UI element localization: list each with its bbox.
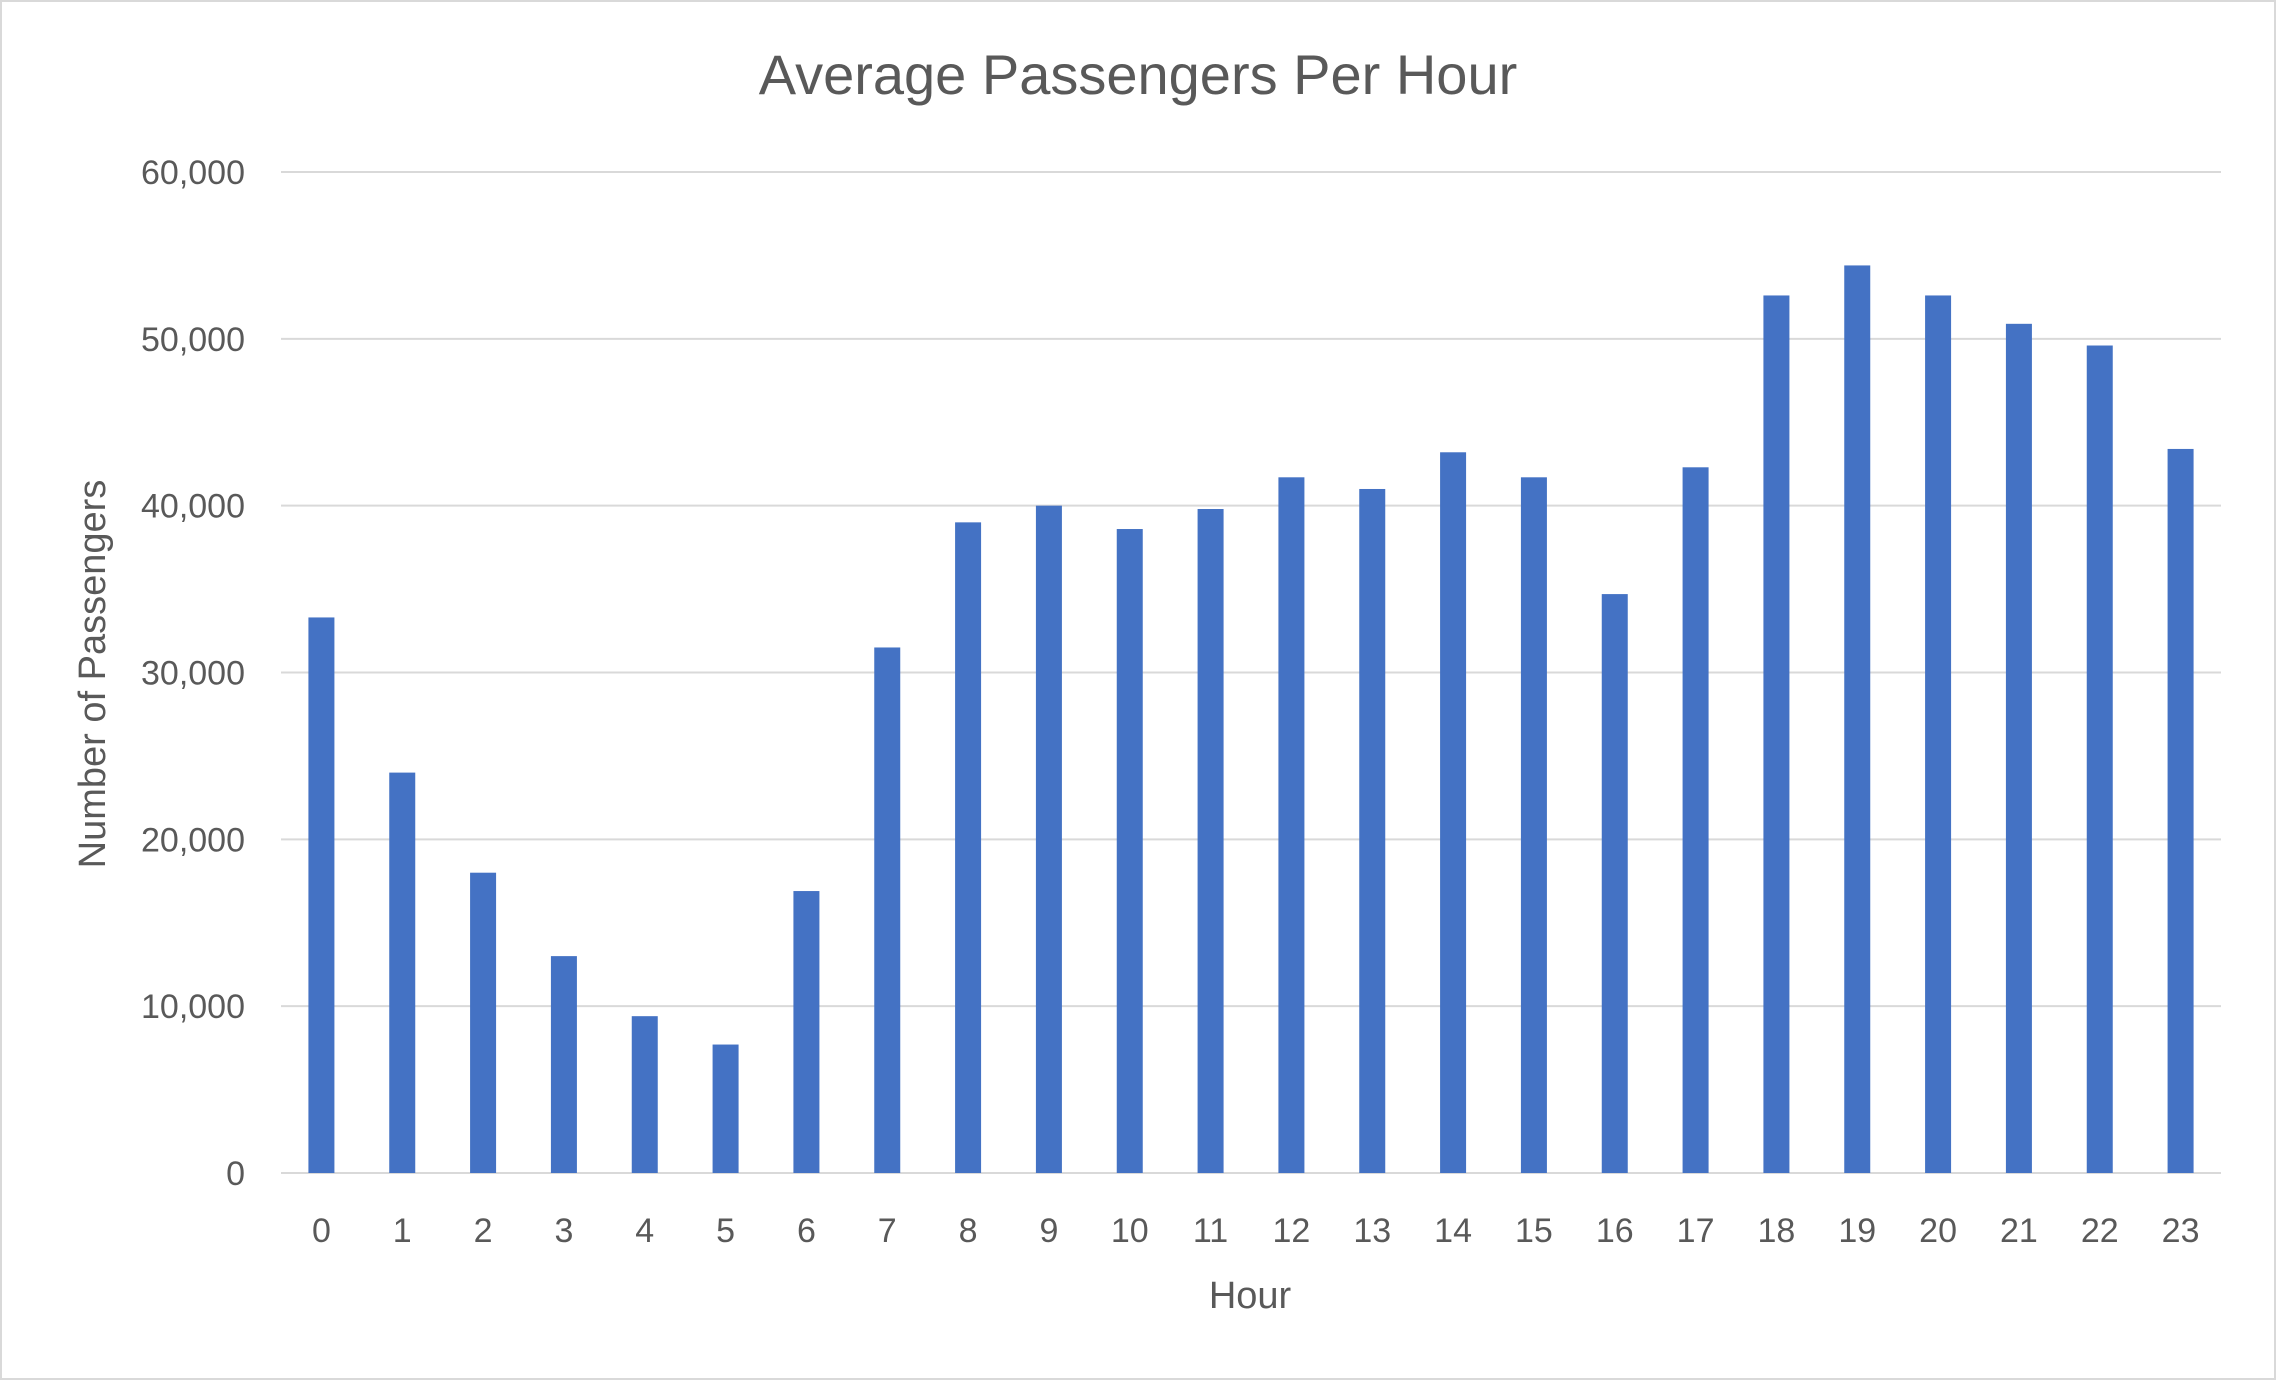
x-tick-label: 11 [1193, 1212, 1228, 1250]
x-tick-label: 12 [1273, 1212, 1311, 1250]
y-tick-label: 10,000 [141, 988, 245, 1026]
bar-hour-12 [1278, 477, 1305, 1173]
x-tick-label: 0 [312, 1212, 331, 1250]
bar-hour-16 [1601, 594, 1628, 1173]
x-tick-label: 14 [1434, 1212, 1472, 1250]
x-tick-label: 20 [1919, 1212, 1957, 1250]
x-tick-label: 18 [1758, 1212, 1796, 1250]
x-tick-label: 3 [554, 1212, 573, 1250]
x-tick-label: 15 [1515, 1212, 1553, 1250]
x-tick-label: 1 [393, 1212, 412, 1250]
bar-hour-9 [1035, 505, 1062, 1174]
chart-title: Average Passengers Per Hour [759, 43, 1518, 106]
y-tick-label: 50,000 [141, 321, 245, 359]
bar-hour-13 [1359, 488, 1386, 1173]
bar-hour-7 [874, 647, 901, 1173]
bar-hour-11 [1197, 509, 1224, 1174]
bar-hour-5 [712, 1044, 739, 1173]
gridlines [281, 171, 2221, 1174]
bar-hour-19 [1844, 265, 1871, 1174]
x-tick-label: 5 [716, 1212, 735, 1250]
y-tick-label: 30,000 [141, 655, 245, 693]
x-axis-ticks: 0 1 2 3 4 5 6 7 8 9 10 11 12 13 14 15 16 17 18 19 20 21 22 23 [312, 1212, 2200, 1250]
bar-hour-2 [470, 872, 497, 1173]
y-axis-ticks: 0 10,000 20,000 30,000 40,000 50,000 60,000 [141, 154, 245, 1193]
bar-hour-1 [389, 772, 416, 1173]
bar-hour-18 [1763, 295, 1790, 1173]
y-axis-title: Number of Passengers [72, 480, 114, 869]
x-tick-label: 9 [1039, 1212, 1058, 1250]
y-tick-label: 60,000 [141, 154, 245, 192]
bar-hour-15 [1520, 477, 1547, 1173]
x-tick-label: 4 [635, 1212, 654, 1250]
y-tick-label: 0 [226, 1155, 245, 1193]
bar-hour-4 [631, 1016, 658, 1173]
x-tick-label: 21 [2000, 1212, 2038, 1250]
bar-hour-17 [1682, 467, 1709, 1173]
x-tick-label: 6 [797, 1212, 816, 1250]
x-tick-label: 16 [1596, 1212, 1634, 1250]
bar-hour-14 [1440, 452, 1467, 1173]
bar-hour-22 [2086, 345, 2113, 1173]
x-tick-label: 7 [878, 1212, 897, 1250]
x-axis-title: Hour [1209, 1275, 1292, 1317]
bar-hour-23 [2167, 448, 2194, 1173]
bar-hour-21 [2005, 323, 2032, 1173]
x-tick-label: 13 [1353, 1212, 1391, 1250]
bar-hour-3 [550, 956, 577, 1173]
bars [308, 265, 2194, 1174]
x-tick-label: 23 [2162, 1212, 2200, 1250]
bar-hour-0 [308, 617, 335, 1173]
bar-hour-8 [955, 522, 982, 1173]
y-tick-label: 20,000 [141, 821, 245, 859]
bar-hour-6 [793, 891, 820, 1173]
bar-hour-20 [1925, 295, 1952, 1173]
y-tick-label: 40,000 [141, 488, 245, 526]
x-tick-label: 10 [1111, 1212, 1149, 1250]
x-tick-label: 22 [2081, 1212, 2119, 1250]
x-tick-label: 2 [474, 1212, 493, 1250]
x-tick-label: 17 [1677, 1212, 1715, 1250]
x-tick-label: 19 [1838, 1212, 1876, 1250]
x-tick-label: 8 [959, 1212, 978, 1250]
bar-hour-10 [1116, 529, 1143, 1173]
